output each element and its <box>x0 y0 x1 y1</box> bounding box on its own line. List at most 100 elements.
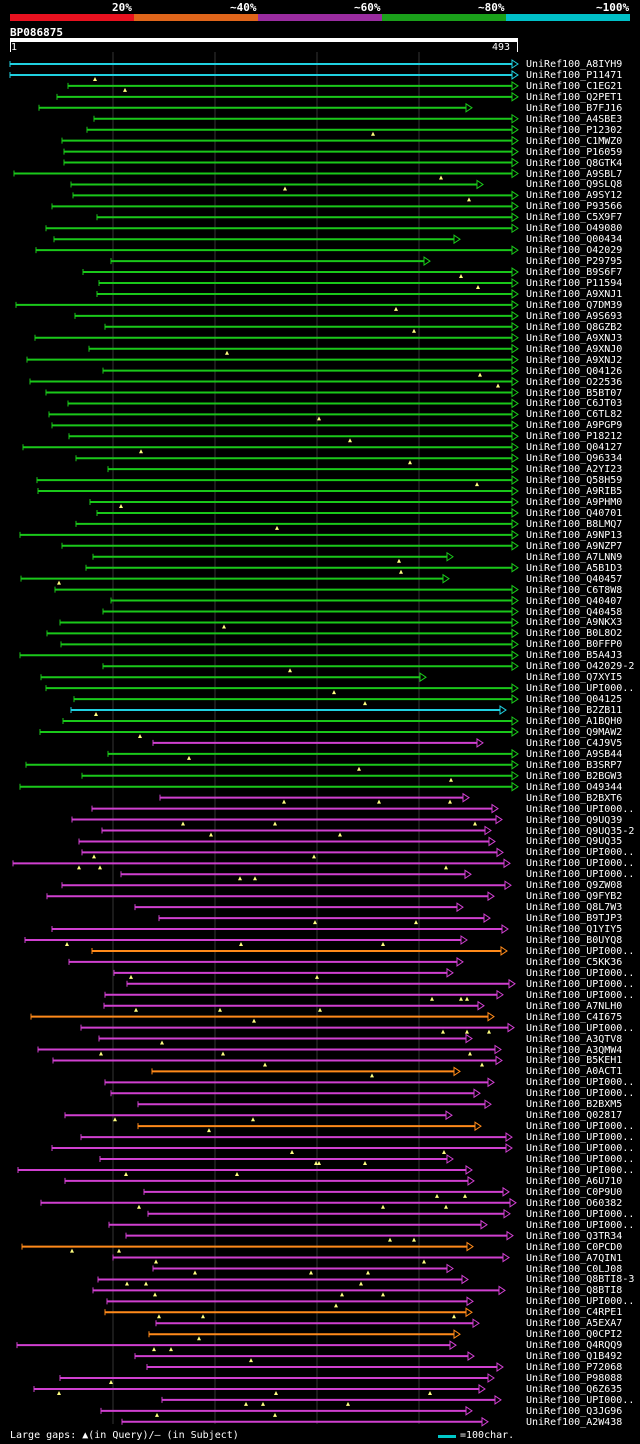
hit-label[interactable]: UniRef100_P72068 <box>526 1362 623 1374</box>
hit-label[interactable]: UniRef100_C1EG21 <box>526 80 623 92</box>
hit-label[interactable]: UniRef100_Q9SLQ8 <box>526 179 623 191</box>
hit-label[interactable]: UniRef100_A9XNJ3 <box>526 332 623 344</box>
hit-label[interactable]: UniRef100_P11594 <box>526 278 623 289</box>
hit-label[interactable]: UniRef100_Q58H59 <box>526 475 623 487</box>
hit-label[interactable]: UniRef100_A4SBE3 <box>526 113 623 125</box>
hit-label[interactable]: UniRef100_O60382 <box>526 1197 623 1209</box>
hit-label[interactable]: UniRef100_A2YI23 <box>526 464 623 476</box>
hit-label[interactable]: UniRef100_B5A4J3 <box>526 650 623 662</box>
hit-label[interactable]: UniRef100_B2BXT6 <box>526 792 623 804</box>
hit-label[interactable]: UniRef100_A9RIB5 <box>526 486 623 498</box>
hit-label[interactable]: UniRef100_Q00434 <box>526 234 623 246</box>
hit-label[interactable]: UniRef100_B5BT07 <box>526 387 623 399</box>
hit-label[interactable]: UniRef100_A9XNJ2 <box>526 354 623 366</box>
hit-label[interactable]: UniRef100_UPI000.. <box>526 683 635 695</box>
hit-label[interactable]: UniRef100_O42029 <box>526 245 623 257</box>
hit-label[interactable]: UniRef100_A7NLH0 <box>526 1000 623 1012</box>
hit-label[interactable]: UniRef100_UPI000.. <box>526 847 635 859</box>
hit-label[interactable]: UniRef100_C6T8W8 <box>526 584 623 596</box>
hit-label[interactable]: UniRef100_A1BQH0 <box>526 716 623 727</box>
hit-label[interactable]: UniRef100_UPI000.. <box>526 989 635 1001</box>
hit-label[interactable]: UniRef100_Q4RQQ9 <box>526 1340 623 1352</box>
hit-label[interactable]: UniRef100_B0FFP0 <box>526 639 623 651</box>
hit-label[interactable]: UniRef100_B0UYQ8 <box>526 935 623 946</box>
hit-label[interactable]: UniRef100_C5X9F7 <box>526 212 623 224</box>
hit-label[interactable]: UniRef100_A9SBL7 <box>526 168 623 180</box>
hit-label[interactable]: UniRef100_UPI000.. <box>526 945 635 957</box>
hit-label[interactable]: UniRef100_C1MWZ0 <box>526 135 623 147</box>
hit-label[interactable]: UniRef100_A9XNJ0 <box>526 343 623 355</box>
hit-label[interactable]: UniRef100_Q0CPI2 <box>526 1329 623 1341</box>
hit-label[interactable]: UniRef100_Q9MAW2 <box>526 726 623 738</box>
hit-label[interactable]: UniRef100_B8LMQ7 <box>526 518 623 530</box>
hit-label[interactable]: UniRef100_A9NZP7 <box>526 540 623 552</box>
hit-label[interactable]: UniRef100_A9PGP9 <box>526 420 623 432</box>
hit-label[interactable]: UniRef100_UPI000.. <box>526 1394 635 1406</box>
hit-label[interactable]: UniRef100_Q96334 <box>526 453 623 465</box>
hit-label[interactable]: UniRef100_Q9UQ35 <box>526 836 623 848</box>
hit-label[interactable]: UniRef100_Q1B492 <box>526 1351 623 1363</box>
hit-label[interactable]: UniRef100_A0ACT1 <box>526 1066 623 1078</box>
hit-label[interactable]: UniRef100_A5B1D3 <box>526 562 623 574</box>
hit-label[interactable]: UniRef100_A9SY12 <box>526 190 623 202</box>
hit-label[interactable]: UniRef100_UPI000.. <box>526 1132 635 1144</box>
hit-label[interactable]: UniRef100_UPI000.. <box>526 1022 635 1034</box>
hit-label[interactable]: UniRef100_UPI000.. <box>526 1143 635 1155</box>
hit-label[interactable]: UniRef100_Q8BTI8 <box>526 1285 623 1297</box>
hit-label[interactable]: UniRef100_B2BXM5 <box>526 1099 623 1111</box>
hit-label[interactable]: UniRef100_A5EXA7 <box>526 1318 623 1330</box>
hit-label[interactable]: UniRef100_UPI000.. <box>526 1164 635 1176</box>
hit-label[interactable]: UniRef100_Q9UQ39 <box>526 814 623 826</box>
hit-label[interactable]: UniRef100_A9NKX3 <box>526 617 623 629</box>
hit-label[interactable]: UniRef100_Q6Z635 <box>526 1383 623 1395</box>
hit-label[interactable]: UniRef100_C0P9U0 <box>526 1186 623 1198</box>
hit-label[interactable]: UniRef100_UPI000.. <box>526 1296 635 1308</box>
hit-label[interactable]: UniRef100_UPI000.. <box>526 978 635 990</box>
hit-label[interactable]: UniRef100_Q9FYB2 <box>526 891 623 903</box>
hit-label[interactable]: UniRef100_P98088 <box>526 1373 623 1384</box>
hit-label[interactable]: UniRef100_C4RPE1 <box>526 1307 623 1319</box>
hit-label[interactable]: UniRef100_UPI000.. <box>526 858 635 870</box>
hit-label[interactable]: UniRef100_Q02817 <box>526 1110 623 1122</box>
hit-label[interactable]: UniRef100_O22536 <box>526 376 623 388</box>
hit-label[interactable]: UniRef100_Q1YIY5 <box>526 924 623 936</box>
hit-label[interactable]: UniRef100_O42029-2 <box>526 661 635 673</box>
hit-label[interactable]: UniRef100_Q8GZB2 <box>526 321 623 333</box>
hit-label[interactable]: UniRef100_UPI000.. <box>526 1154 635 1165</box>
hit-label[interactable]: UniRef100_Q8GTK4 <box>526 157 623 169</box>
hit-label[interactable]: UniRef100_C4I675 <box>526 1011 623 1023</box>
hit-label[interactable]: UniRef100_B7FJ16 <box>526 102 623 114</box>
hit-label[interactable]: UniRef100_A9NP13 <box>526 529 623 541</box>
hit-label[interactable]: UniRef100_UPI000.. <box>526 1121 635 1133</box>
hit-label[interactable]: UniRef100_UPI000.. <box>526 1077 635 1089</box>
hit-label[interactable]: UniRef100_A8IYH9 <box>526 59 623 70</box>
hit-label[interactable]: UniRef100_Q04125 <box>526 694 623 706</box>
hit-label[interactable]: UniRef100_C0LJ08 <box>526 1263 623 1275</box>
hit-label[interactable]: UniRef100_Q9UQ35-2 <box>526 825 635 837</box>
hit-label[interactable]: UniRef100_Q2PET1 <box>526 91 623 103</box>
hit-label[interactable]: UniRef100_C5KK36 <box>526 956 623 968</box>
hit-label[interactable]: UniRef100_A2W438 <box>526 1416 623 1428</box>
hit-label[interactable]: UniRef100_B0L8O2 <box>526 628 623 640</box>
hit-label[interactable]: UniRef100_B5KEH1 <box>526 1055 623 1067</box>
hit-label[interactable]: UniRef100_B2ZB11 <box>526 705 623 717</box>
hit-label[interactable]: UniRef100_A6U710 <box>526 1175 623 1187</box>
hit-label[interactable]: UniRef100_Q7XYI5 <box>526 672 623 684</box>
hit-label[interactable]: UniRef100_Q8BTI8-3 <box>526 1274 635 1286</box>
hit-label[interactable]: UniRef100_C6JT03 <box>526 398 623 410</box>
hit-label[interactable]: UniRef100_B9S6F7 <box>526 267 623 279</box>
hit-label[interactable]: UniRef100_Q40701 <box>526 507 623 519</box>
hit-label[interactable]: UniRef100_A7QIN1 <box>526 1252 623 1264</box>
hit-label[interactable]: UniRef100_P16059 <box>526 146 623 158</box>
hit-label[interactable]: UniRef100_Q3TR34 <box>526 1230 623 1242</box>
hit-label[interactable]: UniRef100_Q40407 <box>526 595 623 607</box>
hit-label[interactable]: UniRef100_Q40457 <box>526 573 623 585</box>
hit-label[interactable]: UniRef100_P29795 <box>526 256 623 268</box>
hit-label[interactable]: UniRef100_Q7DM39 <box>526 299 623 311</box>
hit-label[interactable]: UniRef100_A9SB44 <box>526 748 623 760</box>
hit-label[interactable]: UniRef100_A3QTV8 <box>526 1033 623 1045</box>
hit-label[interactable]: UniRef100_Q8L7W3 <box>526 902 623 914</box>
hit-label[interactable]: UniRef100_Q40458 <box>526 606 623 618</box>
hit-label[interactable]: UniRef100_A9XNJ1 <box>526 288 623 300</box>
hit-label[interactable]: UniRef100_P12302 <box>526 124 623 136</box>
